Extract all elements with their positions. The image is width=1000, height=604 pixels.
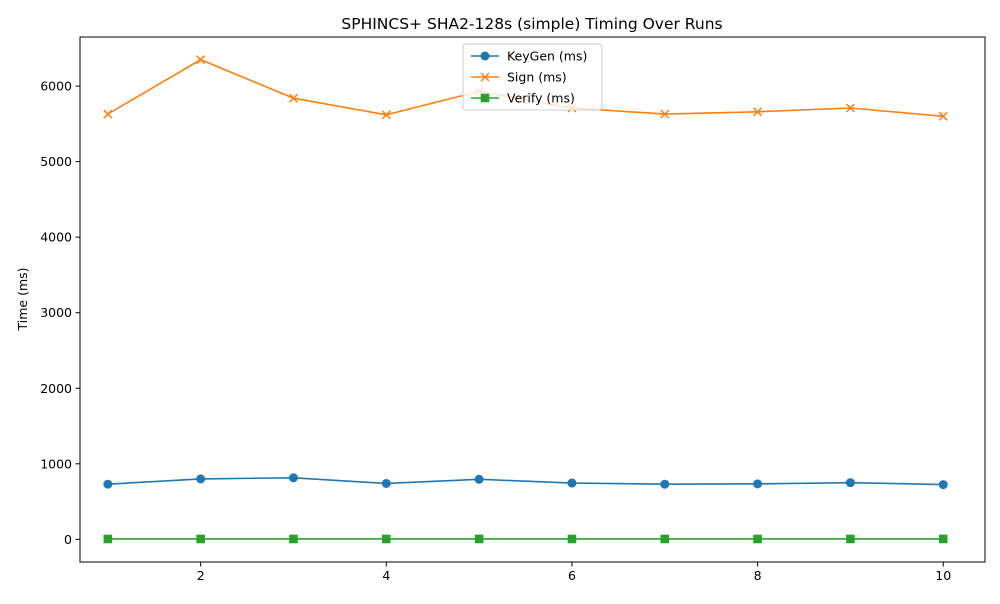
legend-box xyxy=(462,43,603,111)
legend-label: KeyGen (ms) xyxy=(507,49,587,64)
legend-marker xyxy=(480,72,490,82)
data-point xyxy=(938,534,948,544)
x-tick-label: 4 xyxy=(382,568,390,583)
series-verify xyxy=(103,534,948,544)
data-point xyxy=(196,55,206,65)
marker-stroke xyxy=(196,55,206,65)
series-line xyxy=(107,476,944,486)
marker-stroke xyxy=(660,109,670,119)
data-point xyxy=(196,534,205,544)
data-point xyxy=(474,534,484,544)
y-tick-label: 5000 xyxy=(40,154,72,169)
data-point xyxy=(845,103,855,113)
x-tick-label: 6 xyxy=(568,568,576,583)
data-point xyxy=(382,534,391,544)
marker-stroke xyxy=(288,93,299,103)
y-tick-label: 0 xyxy=(64,532,72,547)
data-point xyxy=(567,534,577,544)
y-tick-label: 2000 xyxy=(40,381,72,396)
data-point xyxy=(381,110,391,120)
data-point xyxy=(288,93,299,103)
marker-stroke xyxy=(381,110,391,120)
legend-item: KeyGen (ms) xyxy=(471,49,587,64)
data-point xyxy=(845,478,855,488)
chart-title: SPHINCS+ SHA2-128s (simple) Timing Over … xyxy=(341,15,722,33)
data-point xyxy=(103,479,113,489)
y-axis-label: Time (ms) xyxy=(15,267,30,331)
y-tick-label: 6000 xyxy=(40,79,72,94)
data-point xyxy=(289,534,298,544)
y-tick-label: 3000 xyxy=(40,305,72,320)
data-point xyxy=(381,478,391,488)
data-point xyxy=(753,534,762,544)
data-point xyxy=(567,478,577,488)
data-point xyxy=(660,534,670,544)
legend-item: Verify (ms) xyxy=(471,91,575,106)
axes: 2 4 6 8 10 0 1000 2000 3000 4000 5000 6000 xyxy=(40,36,986,583)
data-point xyxy=(474,474,484,484)
legend-marker xyxy=(480,51,490,61)
x-tick-label: 10 xyxy=(935,568,951,583)
data-point xyxy=(660,109,670,119)
series-keygen xyxy=(103,473,948,490)
x-tick-label: 8 xyxy=(754,568,762,583)
marker-stroke xyxy=(753,107,763,117)
legend: KeyGen (ms) Sign (ms) Verify (ms) xyxy=(462,43,603,111)
legend-label: Verify (ms) xyxy=(507,91,575,106)
data-point xyxy=(753,479,763,489)
legend-label: Sign (ms) xyxy=(507,70,567,85)
data-point xyxy=(938,111,948,121)
data-point xyxy=(103,109,113,119)
x-tick-label: 2 xyxy=(197,568,205,583)
legend-marker xyxy=(480,93,490,103)
y-tick-label: 1000 xyxy=(40,456,72,471)
data-point xyxy=(288,473,298,483)
marker-stroke xyxy=(845,103,855,113)
marker-stroke xyxy=(938,111,948,121)
data-point xyxy=(938,480,948,490)
data-point xyxy=(660,479,670,489)
data-point xyxy=(196,474,206,484)
marker-stroke xyxy=(103,109,113,119)
data-point xyxy=(753,107,763,117)
legend-item: Sign (ms) xyxy=(471,70,567,85)
y-tick-label: 4000 xyxy=(40,230,72,245)
marker-stroke xyxy=(480,72,490,82)
plot-frame xyxy=(79,36,986,563)
data-point xyxy=(103,534,113,544)
data-point xyxy=(846,534,855,544)
